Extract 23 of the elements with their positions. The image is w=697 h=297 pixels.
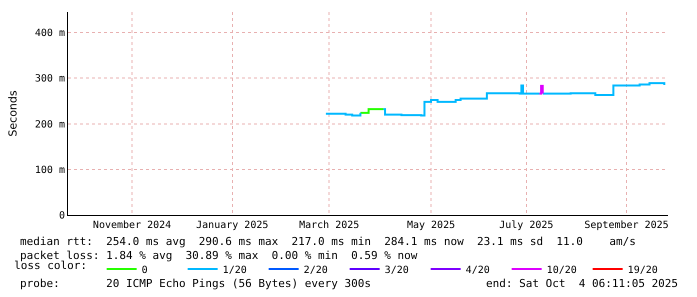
y-tick-label: 400 m — [34, 28, 65, 40]
legend-label: 2/20 — [304, 264, 328, 276]
legend-label: 19/20 — [628, 264, 658, 276]
text: end: Sat Oct 4 06:11:05 2025 — [486, 277, 678, 290]
legend-label: 3/20 — [384, 264, 409, 276]
y-tick-label: 100 m — [34, 164, 65, 176]
x-tick-label: November 2024 — [92, 220, 172, 231]
x-tick-label: January 2025 — [196, 220, 268, 231]
y-axis-title: Seconds — [6, 90, 20, 137]
x-tick-label: July 2025 — [499, 220, 554, 231]
legend-label: 4/20 — [466, 264, 490, 276]
legend-label: 0 — [142, 264, 148, 276]
y-tick-label: 0 — [58, 210, 65, 222]
text: probe: 20 ICMP Echo Pings (56 Bytes) every 300s — [20, 277, 371, 290]
legend-label: 10/20 — [546, 264, 577, 276]
text: median rtt: 254.0 ms avg 290.6 ms max 217.0 ms min 284.1 ms now 23.1 ms sd 11.0 am/s — [20, 235, 636, 248]
y-tick-label: 200 m — [34, 119, 65, 130]
x-tick-label: May 2025 — [406, 220, 456, 231]
x-tick-label: September 2025 — [584, 220, 669, 231]
x-tick-label: March 2025 — [299, 220, 360, 231]
y-tick-label: 300 m — [34, 74, 65, 85]
legend-label: 1/20 — [222, 264, 247, 276]
text: packet loss: 1.84 % avg 30.89 % max 0.00 % min 0.59 % now — [20, 249, 418, 262]
